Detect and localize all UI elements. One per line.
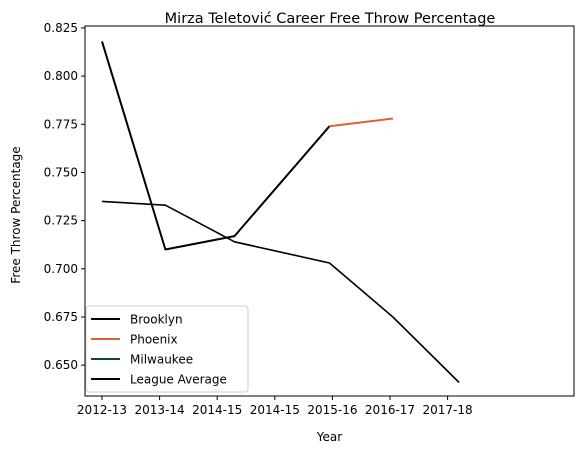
y-tick-label: 0.825 [44, 21, 78, 35]
legend: Brooklyn Phoenix Milwaukee League Average [85, 305, 249, 393]
legend-box [85, 305, 249, 393]
x-tick-label: 2013-14 [135, 403, 185, 417]
phoenix-line [329, 117, 394, 128]
legend-label-brooklyn: Brooklyn [130, 313, 183, 327]
brooklyn-line [101, 41, 331, 251]
legend-label-milwaukee: Milwaukee [130, 353, 193, 367]
plot-area [101, 41, 460, 384]
legend-label-phoenix: Phoenix [130, 333, 178, 347]
x-axis-label: Year [316, 430, 342, 444]
legend-label-league-average: League Average [130, 373, 227, 387]
plot-frame [84, 25, 575, 397]
y-axis-label: Free Throw Percentage [9, 146, 23, 283]
x-tick-label: 2016-17 [365, 403, 415, 417]
y-tick-label: 0.700 [44, 262, 78, 276]
x-axis: 2012-13 2013-14 2014-15 2014-15 2015-16 2016-… [77, 396, 473, 417]
y-tick-label: 0.650 [44, 358, 78, 372]
chart-title: Mirza Teletović Career Free Throw Percen… [165, 11, 496, 27]
x-tick-label: 2014-15 [250, 403, 300, 417]
x-tick-label: 2017-18 [423, 403, 473, 417]
x-tick-label: 2015-16 [307, 403, 357, 417]
y-axis: 0.650 0.675 0.700 0.725 0.750 0.775 0.800 0.825 [44, 21, 85, 372]
x-tick-label: 2014-15 [192, 403, 242, 417]
y-tick-label: 0.800 [44, 69, 78, 83]
y-tick-label: 0.750 [44, 165, 78, 179]
y-tick-label: 0.725 [44, 214, 78, 228]
x-tick-label: 2012-13 [77, 403, 127, 417]
league-average-line [101, 200, 460, 384]
y-tick-label: 0.675 [44, 310, 78, 324]
y-tick-label: 0.775 [44, 117, 78, 131]
